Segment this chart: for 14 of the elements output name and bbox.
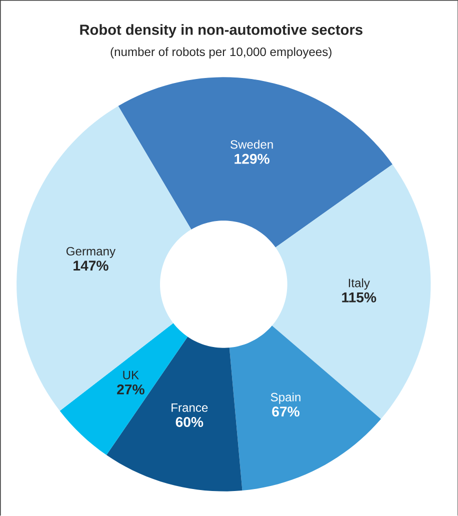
data-label: 129% xyxy=(234,154,270,164)
data-label: 115% xyxy=(342,292,376,302)
slice-label: Germany xyxy=(66,246,116,258)
data-label: 27% xyxy=(116,384,144,394)
slice-label: UK xyxy=(123,370,139,380)
chart-title: Robot density in non-automotive sectors xyxy=(80,24,362,38)
slice-label: Spain xyxy=(270,392,300,404)
data-label: 147% xyxy=(73,260,108,271)
slice-label: Sweden xyxy=(230,140,273,149)
slice-label: France xyxy=(171,403,208,412)
slice-label: Italy xyxy=(348,278,370,290)
data-label: 60% xyxy=(176,417,203,427)
data-label: 67% xyxy=(272,406,300,417)
chart-subtitle: (number of robots per 10,000 employees) xyxy=(110,47,332,58)
